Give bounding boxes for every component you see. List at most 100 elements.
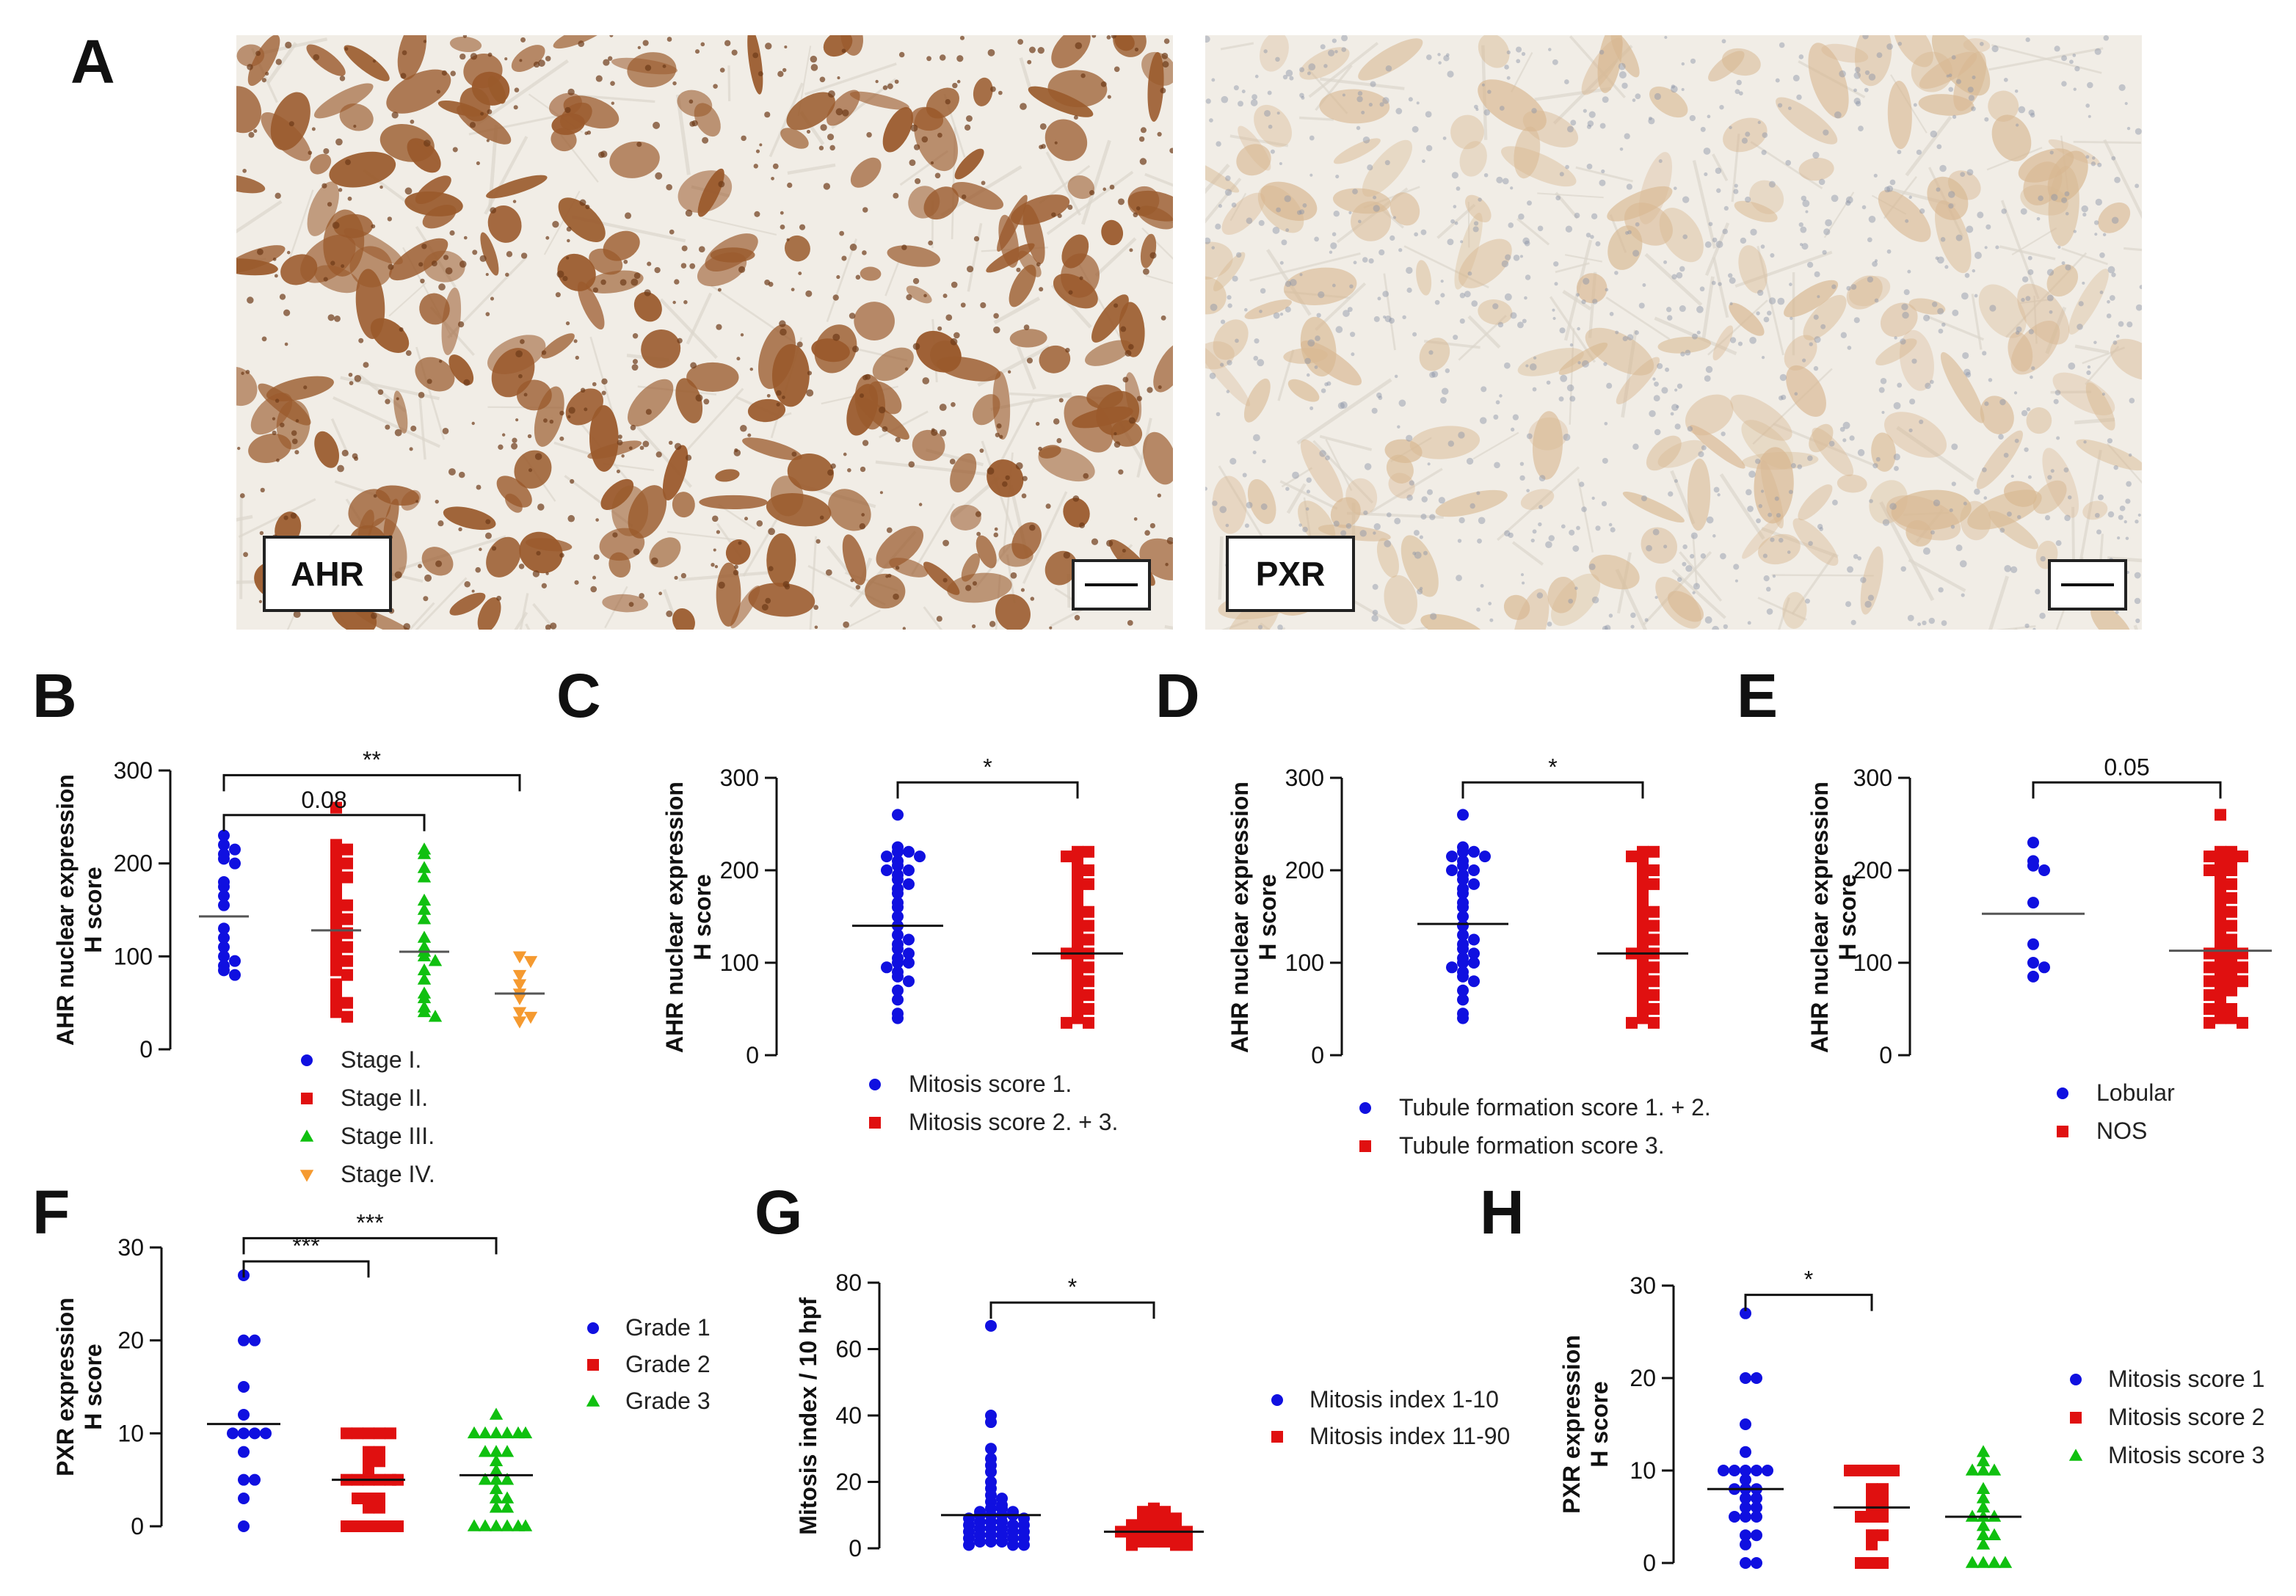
- data-point-b-3: [512, 1016, 527, 1029]
- data-point-b-3: [512, 993, 527, 1005]
- significance-label: ***: [292, 1233, 319, 1259]
- data-point-c-0: [903, 878, 915, 890]
- data-point-b-0: [218, 964, 230, 977]
- data-point-d-0: [1457, 929, 1469, 941]
- data-point-h-0: [1740, 1538, 1751, 1551]
- data-point-h-0: [1751, 1501, 1762, 1514]
- data-point-c-0: [892, 873, 904, 886]
- data-point-h-1: [1855, 1511, 1867, 1523]
- data-point-h-1: [1866, 1465, 1878, 1476]
- data-point-f-2: [489, 1482, 504, 1495]
- data-point-f-1: [363, 1520, 374, 1532]
- data-point-h-0: [1740, 1473, 1751, 1486]
- panel-letter-c: C: [556, 661, 601, 730]
- legend-entry: Mitosis score 2. + 3.: [909, 1109, 1118, 1135]
- data-point-d-1: [1648, 878, 1660, 890]
- data-point-g-1: [1137, 1535, 1149, 1548]
- data-point-c-0: [892, 809, 904, 821]
- data-point-b-1: [330, 950, 342, 963]
- legend-marker: [299, 1170, 314, 1182]
- chart-h: 0 10 20 30 PXR expressionH score * Mitosis sco…: [1558, 1267, 2264, 1576]
- data-point-h-0: [1718, 1465, 1729, 1476]
- y-tick-label: 0: [849, 1535, 862, 1562]
- data-point-g-1: [1170, 1539, 1182, 1551]
- data-point-g-0: [1007, 1539, 1019, 1551]
- data-point-f-2: [489, 1463, 504, 1476]
- legend-entry: Grade 1: [625, 1314, 711, 1341]
- data-point-c-0: [903, 975, 915, 988]
- data-point-f-2: [500, 1491, 515, 1504]
- legend-entry: Grade 2: [625, 1351, 711, 1377]
- data-point-b-0: [229, 955, 241, 967]
- data-point-h-0: [1740, 1465, 1751, 1476]
- data-point-e-1: [2215, 998, 2226, 1010]
- data-point-f-1: [392, 1520, 404, 1532]
- significance-bracket: [242, 1236, 498, 1255]
- panel-letter-e: E: [1737, 661, 1779, 730]
- data-point-f-2: [500, 1519, 515, 1531]
- data-point-e-0: [2027, 970, 2039, 983]
- data-point-h-0: [1740, 1446, 1751, 1458]
- data-point-g-0: [985, 1443, 997, 1455]
- data-point-f-0: [249, 1427, 261, 1440]
- data-point-e-0: [2027, 859, 2039, 872]
- data-point-b-2: [428, 1010, 443, 1022]
- data-point-f-2: [518, 1519, 533, 1531]
- data-point-f-1: [374, 1427, 385, 1440]
- data-point-c-1: [1072, 883, 1083, 895]
- data-point-h-1: [1866, 1538, 1878, 1551]
- panel-letter-b: B: [32, 661, 77, 730]
- legend-marker: [299, 1129, 314, 1142]
- data-point-b-0: [218, 829, 230, 842]
- data-point-h-2: [1987, 1463, 2002, 1476]
- data-point-d-0: [1457, 873, 1469, 886]
- data-point-f-2: [467, 1519, 482, 1531]
- data-point-f-1: [385, 1427, 396, 1440]
- data-point-b-1: [330, 894, 342, 907]
- data-point-f-0: [227, 1427, 239, 1440]
- data-point-b-1: [341, 843, 353, 856]
- legend-marker: [869, 1117, 881, 1129]
- data-point-h-1: [1877, 1483, 1889, 1495]
- data-point-d-0: [1457, 1012, 1469, 1024]
- data-point-f-1: [352, 1493, 363, 1504]
- y-tick-label: 0: [139, 1036, 153, 1063]
- data-point-g-0: [1018, 1539, 1030, 1551]
- data-point-c-1: [1072, 943, 1083, 955]
- data-point-f-2: [489, 1454, 504, 1467]
- data-point-c-0: [903, 845, 915, 858]
- data-point-d-0: [1446, 961, 1458, 974]
- data-point-e-1: [2215, 887, 2226, 900]
- panel-letter-a: A: [70, 27, 115, 96]
- data-point-e-1: [2215, 915, 2226, 928]
- significance-label: *: [1068, 1274, 1077, 1300]
- legend-entry: Tubule formation score 1. + 2.: [1399, 1094, 1711, 1121]
- y-axis-label: AHR nuclear expressionH score: [52, 774, 106, 1046]
- data-point-d-0: [1468, 845, 1480, 858]
- y-tick-label: 200: [1853, 857, 1892, 883]
- data-point-e-1: [2204, 961, 2215, 974]
- chart-g: 0 20 40 60 80 Mitosis index / 10 hpf * Mitosis …: [795, 1269, 1510, 1562]
- data-point-h-0: [1729, 1465, 1740, 1476]
- data-point-d-0: [1468, 878, 1480, 890]
- data-point-b-1: [341, 996, 353, 1009]
- y-tick-label: 100: [1853, 950, 1892, 976]
- data-point-d-0: [1479, 850, 1491, 863]
- legend-entry: Grade 3: [625, 1388, 711, 1414]
- data-point-f-0: [249, 1334, 261, 1347]
- data-point-d-0: [1468, 933, 1480, 946]
- y-tick-label: 10: [117, 1420, 144, 1446]
- data-point-b-2: [417, 893, 432, 906]
- data-point-d-0: [1457, 911, 1469, 922]
- data-point-d-0: [1457, 994, 1469, 1006]
- y-tick-label: 200: [720, 857, 759, 883]
- data-point-c-1: [1083, 878, 1094, 890]
- data-point-b-2: [428, 954, 443, 966]
- data-point-d-1: [1637, 998, 1649, 1010]
- data-point-h-0: [1740, 1511, 1751, 1523]
- data-point-f-1: [363, 1446, 374, 1458]
- data-point-c-0: [892, 1012, 904, 1024]
- data-point-g-0: [963, 1539, 975, 1551]
- data-point-c-0: [892, 970, 904, 983]
